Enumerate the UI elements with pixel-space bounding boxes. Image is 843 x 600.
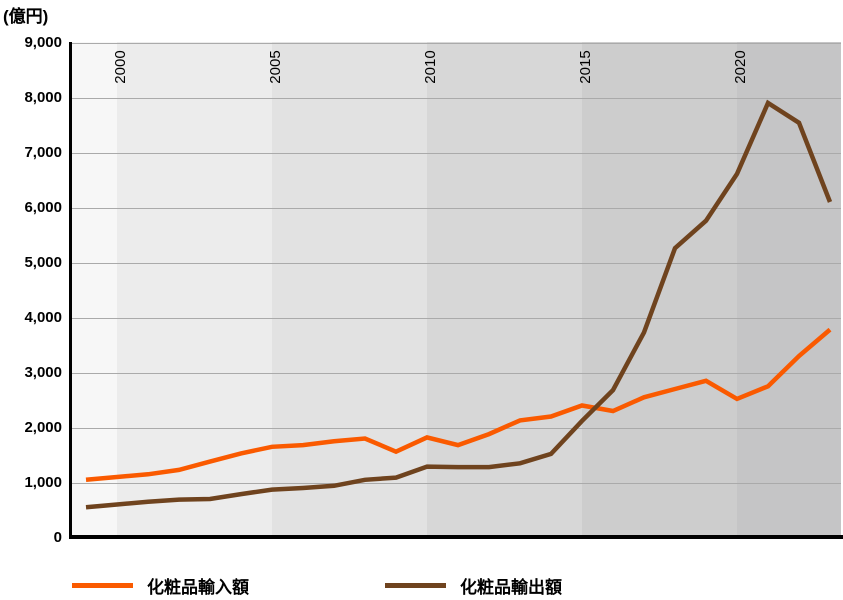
gridline bbox=[72, 208, 841, 209]
y-tick-label: 2,000 bbox=[24, 418, 62, 436]
y-tick-label: 9,000 bbox=[24, 33, 62, 51]
gridline bbox=[72, 153, 841, 154]
gridline bbox=[72, 98, 841, 99]
y-axis-line bbox=[69, 42, 72, 539]
x-axis-line bbox=[69, 535, 843, 539]
legend-item-exports: 化粧品輸出額 bbox=[385, 572, 562, 598]
gridline bbox=[72, 428, 841, 429]
exports-legend-label: 化粧品輸出額 bbox=[460, 577, 562, 597]
background-band bbox=[117, 42, 272, 538]
y-tick-label: 1,000 bbox=[24, 473, 62, 491]
legend-item-imports: 化粧品輸入額 bbox=[72, 572, 249, 598]
y-tick-label: 8,000 bbox=[24, 88, 62, 106]
imports-line bbox=[85, 327, 832, 483]
x-tick-label: 2000 bbox=[112, 50, 129, 84]
y-tick-label: 7,000 bbox=[24, 143, 62, 161]
y-axis-unit-label: (億円) bbox=[3, 7, 49, 26]
y-tick-label: 3,000 bbox=[24, 363, 62, 381]
exports-line-swatch bbox=[385, 582, 446, 588]
x-tick-label: 2005 bbox=[267, 50, 284, 84]
y-tick-label: 0 bbox=[53, 528, 62, 546]
y-tick-label: 6,000 bbox=[24, 198, 62, 216]
gridline bbox=[72, 43, 841, 44]
gridline bbox=[72, 483, 841, 484]
y-tick-label: 4,000 bbox=[24, 308, 62, 326]
gridline bbox=[72, 373, 841, 374]
background-band bbox=[427, 42, 582, 538]
gridline bbox=[72, 263, 841, 264]
x-tick-label: 2020 bbox=[732, 50, 749, 84]
gridline bbox=[72, 318, 841, 319]
exports-line bbox=[85, 99, 833, 510]
imports-legend-label: 化粧品輸入額 bbox=[147, 577, 249, 597]
background-band bbox=[737, 42, 841, 538]
y-tick-label: 5,000 bbox=[24, 253, 62, 271]
imports-line-swatch bbox=[72, 582, 133, 588]
x-tick-label: 2015 bbox=[577, 50, 594, 84]
background-band bbox=[272, 42, 427, 538]
x-tick-label: 2010 bbox=[422, 50, 439, 84]
background-band bbox=[72, 42, 117, 538]
